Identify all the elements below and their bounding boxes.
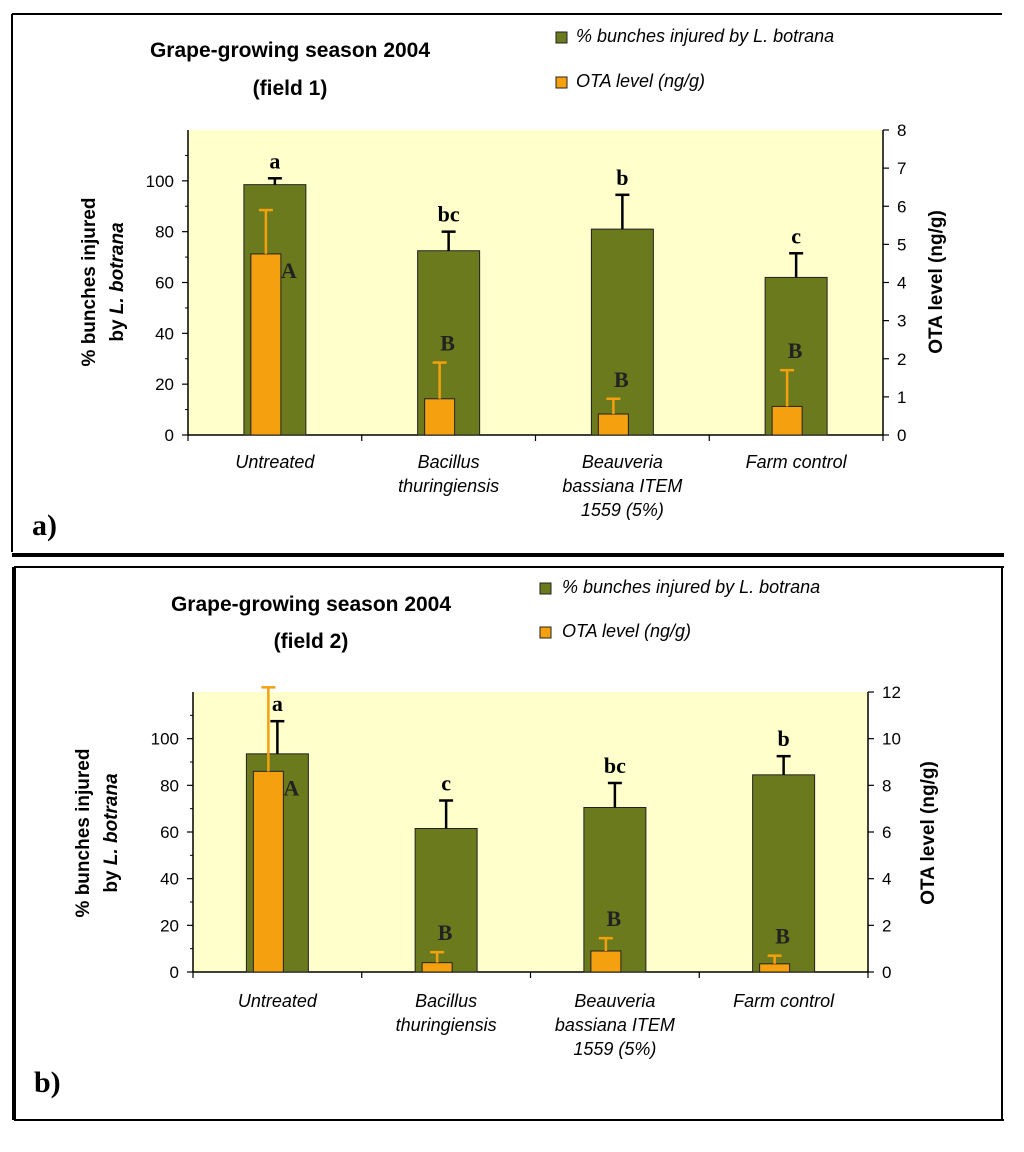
y-axis-left-label: by L. botrana [101,773,122,893]
significance-letter-ota: B [607,906,622,931]
legend-swatch [539,582,552,595]
bar-ota [421,962,453,973]
legend-label: OTA level (ng/g) [576,71,705,91]
significance-letter-ota: B [788,338,803,363]
significance-letter-injured: b [616,165,628,190]
right-tick-label: 6 [882,823,891,842]
right-tick-label: 0 [897,426,906,445]
y-axis-left-label: % bunches injured [79,198,100,367]
chart-title: (field 2) [274,630,349,653]
category-label: Bacillus [418,452,480,472]
left-tick-label: 20 [155,375,174,394]
panel-label: b) [34,1066,61,1099]
category-label: thuringiensis [398,476,499,496]
significance-letter-injured: bc [438,202,460,227]
category-label: thuringiensis [396,1015,497,1035]
category-label: bassiana ITEM [555,1015,675,1035]
left-tick-label: 0 [165,426,174,445]
left-tick-label: 100 [146,172,174,191]
y-axis-right-label: OTA level (ng/g) [918,761,939,905]
significance-letter-ota: B [775,924,790,949]
right-tick-label: 2 [882,916,891,935]
bar-ota [597,413,629,436]
chart-panel-b: 0 20 40 60 80 100 0 2 4 6 8 10 12 a A Untreated c B Bacill… [34,577,939,1099]
left-tick-label: 100 [151,730,179,749]
right-tick-label: 4 [897,274,906,293]
significance-letter-injured: a [269,148,280,173]
right-tick-label: 8 [882,776,891,795]
category-label: Beauveria [582,452,663,472]
y-axis-left-label: % bunches injured [73,749,94,918]
legend-swatch [539,626,552,639]
left-tick-label: 60 [160,823,179,842]
legend-label: OTA level (ng/g) [562,621,691,641]
bar-injured [414,828,478,973]
right-tick-label: 10 [882,730,901,749]
right-tick-label: 4 [882,870,891,889]
bar-injured [590,228,654,436]
legend-swatch [555,76,568,89]
right-tick-label: 6 [897,197,906,216]
right-tick-label: 5 [897,235,906,254]
significance-letter-injured: bc [604,753,626,778]
significance-letter-ota: A [283,775,299,800]
category-label: Bacillus [415,991,477,1011]
chart-title: Grape-growing season 2004 [150,39,430,62]
chart-panel-a: 020406080100012345678aAUntreatedbcBBacil… [32,26,947,542]
left-tick-label: 0 [170,963,179,982]
category-label: Untreated [238,991,318,1011]
right-tick-label: 8 [897,121,906,140]
significance-letter-ota: B [438,920,453,945]
panel-b-frame [12,566,1004,1121]
left-tick-label: 60 [155,274,174,293]
category-label: Farm control [733,991,835,1011]
legend-label: % bunches injured by L. botrana [576,26,834,46]
bar-ota [252,770,284,973]
panel-label: a) [32,509,57,542]
right-tick-label: 12 [882,683,901,702]
bar-injured [583,807,647,973]
bar-injured [752,774,816,973]
chart-title: Grape-growing season 2004 [171,593,451,616]
category-label: Farm control [746,452,848,472]
chart-title: (field 1) [253,77,328,100]
bar-ota [424,398,456,436]
right-tick-label: 3 [897,312,906,331]
significance-letter-injured: c [791,223,801,248]
bar-ota [771,405,803,436]
legend-label: % bunches injured by L. botrana [562,577,820,597]
significance-letter-ota: B [440,331,455,356]
left-tick-label: 40 [160,870,179,889]
significance-letter-ota: A [281,258,297,283]
left-tick-label: 80 [155,223,174,242]
y-axis-right-label: OTA level (ng/g) [926,210,947,354]
left-tick-label: 20 [160,916,179,935]
right-tick-label: 0 [882,963,891,982]
right-tick-label: 7 [897,159,906,178]
significance-letter-injured: c [441,771,451,796]
category-label: 1559 (5%) [573,1039,656,1059]
bar-ota [759,963,791,973]
left-tick-label: 80 [160,776,179,795]
right-tick-label: 1 [897,388,906,407]
y-axis-left-label: by L. botrana [107,222,128,342]
category-label: 1559 (5%) [581,500,664,520]
significance-letter-injured: a [272,691,283,716]
legend-swatch [555,31,568,44]
right-tick-label: 2 [897,350,906,369]
bar-ota [250,253,282,436]
significance-letter-ota: B [614,367,629,392]
category-label: Beauveria [574,991,655,1011]
left-tick-label: 40 [155,324,174,343]
significance-letter-injured: b [778,726,790,751]
category-label: bassiana ITEM [562,476,682,496]
panel-a-frame [11,13,1002,552]
bar-ota [590,950,622,973]
category-label: Untreated [235,452,315,472]
